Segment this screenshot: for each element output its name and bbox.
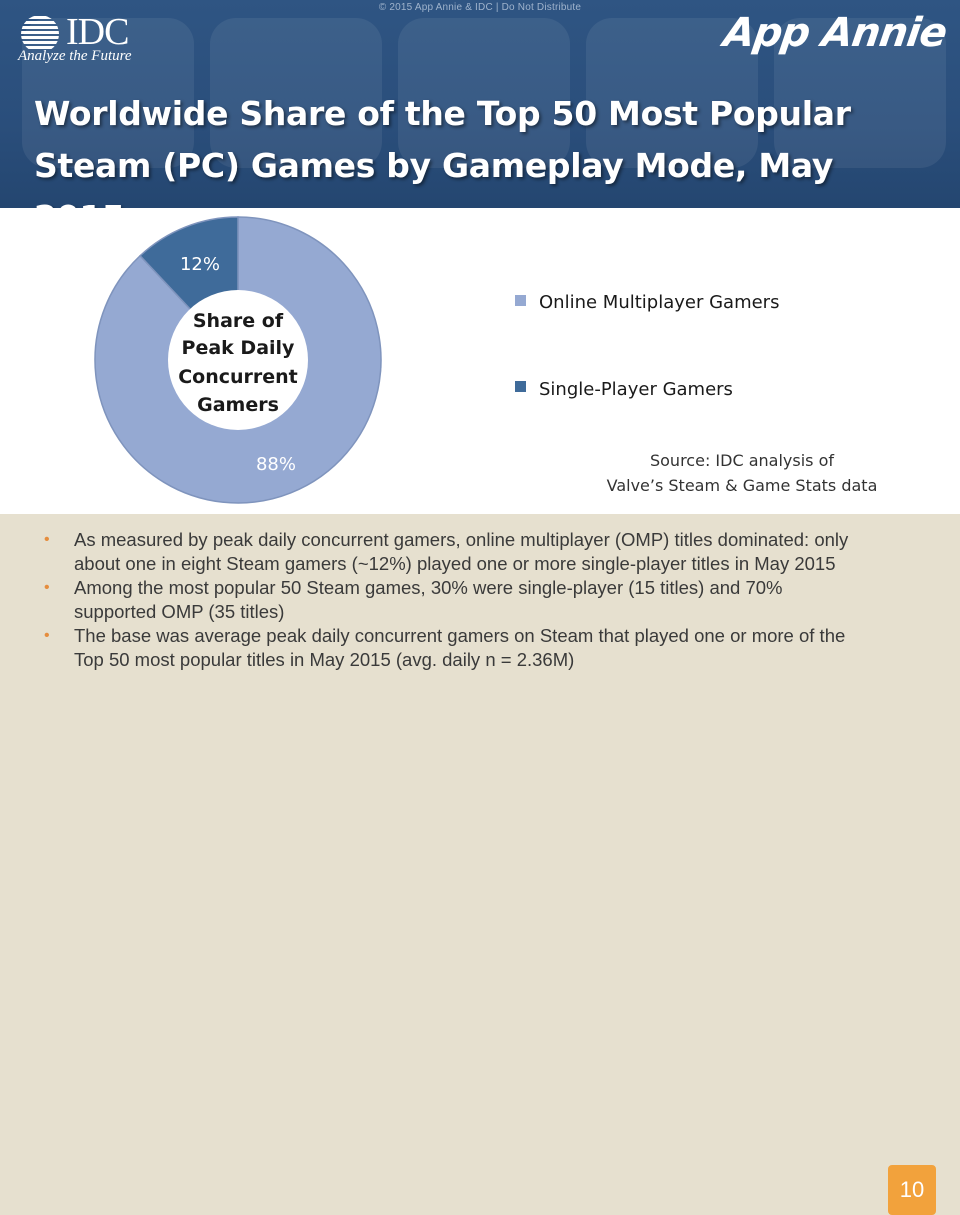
- legend-swatch-omp: [515, 295, 526, 306]
- bullet-text: The base was average peak daily concurre…: [74, 625, 846, 670]
- center-label-line-2: Peak Daily: [182, 337, 296, 359]
- title-line-1: Worldwide Share of the Top 50 Most Popul…: [34, 94, 851, 133]
- bullet-item: • As measured by peak daily concurrent ga…: [44, 528, 864, 576]
- legend-swatch-single-player: [515, 381, 526, 392]
- bullet-text: As measured by peak daily concurrent gam…: [74, 529, 849, 574]
- bullet-dot-icon: •: [44, 627, 50, 644]
- source-line-1: Source: IDC analysis of: [650, 451, 834, 470]
- legend-label-omp: Online Multiplayer Gamers: [539, 292, 779, 313]
- header-banner: © 2015 App Annie & IDC | Do Not Distribu…: [0, 0, 960, 208]
- donut-hole: [168, 290, 308, 430]
- center-label-line-3: Concurrent: [178, 366, 298, 388]
- bullet-text: Among the most popular 50 Steam games, 3…: [74, 577, 783, 622]
- copyright-notice: © 2015 App Annie & IDC | Do Not Distribu…: [378, 2, 582, 13]
- slide-title: Worldwide Share of the Top 50 Most Popul…: [34, 88, 934, 208]
- legend-label-single-player: Single-Player Gamers: [539, 379, 733, 400]
- center-label-line-1: Share of: [193, 310, 284, 332]
- bullet-item: • Among the most popular 50 Steam games, …: [44, 576, 864, 624]
- data-label-single-player: 12%: [180, 254, 220, 275]
- bullet-item: • The base was average peak daily concurr…: [44, 624, 864, 672]
- background-tile: [398, 18, 570, 168]
- app-annie-logo: App Annie: [720, 10, 950, 56]
- bullet-list: • As measured by peak daily concurrent ga…: [44, 528, 864, 672]
- center-label-line-4: Gamers: [197, 394, 279, 416]
- background-tile: [774, 18, 946, 168]
- bullet-section: • As measured by peak daily concurrent ga…: [0, 514, 960, 1215]
- page-number-badge: 10: [888, 1165, 936, 1215]
- bullet-dot-icon: •: [44, 579, 50, 596]
- source-line-2: Valve’s Steam & Game Stats data: [607, 476, 878, 495]
- donut-slice-omp: [94, 216, 382, 504]
- background-tile: [210, 18, 382, 168]
- idc-tagline: Analyze the Future: [18, 48, 132, 64]
- title-line-2: Steam (PC) Games by Gameplay Mode, May 2…: [34, 146, 834, 208]
- chart-panel: Share of Peak Daily Concurrent Gamers 88…: [0, 208, 960, 514]
- background-tile: [586, 18, 758, 168]
- idc-logo-text: IDC: [66, 11, 129, 53]
- bullet-dot-icon: •: [44, 531, 50, 548]
- donut-chart: Share of Peak Daily Concurrent Gamers 88…: [94, 216, 878, 504]
- idc-globe-icon: [21, 16, 59, 49]
- data-label-omp: 88%: [256, 454, 296, 475]
